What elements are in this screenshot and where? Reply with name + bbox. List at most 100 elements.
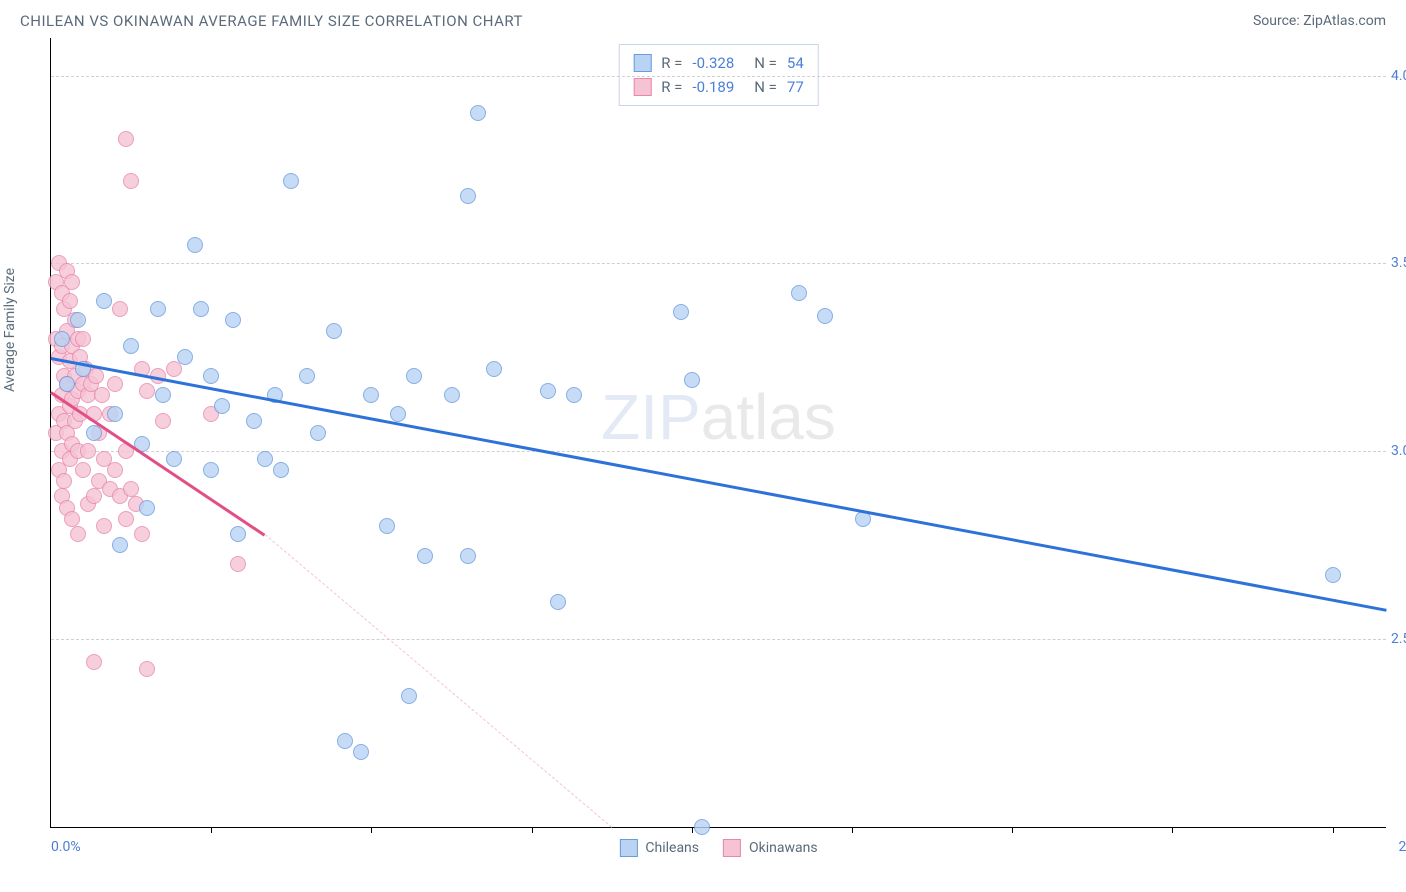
x-tick [1333,827,1334,833]
data-point-chileans [540,383,556,399]
data-point-chileans [86,425,102,441]
data-point-okinawans [123,481,139,497]
stat-r-okinawans: -0.189 [692,75,734,99]
data-point-chileans [550,594,566,610]
data-point-chileans [694,819,710,835]
y-axis-label: Average Family Size [2,268,18,392]
data-point-chileans [310,425,326,441]
data-point-okinawans [70,526,86,542]
legend-label-okinawans: Okinawans [749,840,818,856]
data-point-chileans [257,451,273,467]
legend-swatch-okinawans [723,839,741,857]
data-point-okinawans [118,511,134,527]
x-min-label: 0.0% [51,839,81,855]
data-point-okinawans [86,488,102,504]
swatch-chileans [633,54,651,72]
data-point-chileans [107,406,123,422]
data-point-okinawans [62,293,78,309]
legend-item-okinawans[interactable]: Okinawans [723,839,818,857]
header: CHILEAN VS OKINAWAN AVERAGE FAMILY SIZE … [0,0,1406,38]
data-point-okinawans [75,462,91,478]
data-point-chileans [246,413,262,429]
data-point-chileans [337,733,353,749]
data-point-okinawans [139,661,155,677]
data-point-okinawans [80,443,96,459]
data-point-chileans [273,462,289,478]
data-point-chileans [406,368,422,384]
data-point-chileans [187,237,203,253]
data-point-chileans [112,537,128,553]
trend-line-extrapolated [264,534,612,828]
watermark: ZIPatlas [601,380,836,454]
x-max-label: 25.0% [1398,839,1406,855]
data-point-okinawans [230,556,246,572]
data-point-chileans [353,744,369,760]
stats-row-chileans: R =-0.328N =54 [633,51,804,75]
gridline [51,263,1386,264]
data-point-okinawans [139,383,155,399]
data-point-okinawans [64,274,80,290]
data-point-okinawans [96,518,112,534]
gridline [51,76,1386,77]
stat-n-chileans: 54 [787,51,804,75]
data-point-chileans [401,688,417,704]
y-tick-label: 2.50 [1391,631,1406,647]
data-point-okinawans [75,331,91,347]
data-point-chileans [150,301,166,317]
data-point-chileans [70,312,86,328]
data-point-chileans [203,368,219,384]
data-point-chileans [139,500,155,516]
x-tick [692,827,693,833]
data-point-chileans [470,105,486,121]
data-point-chileans [59,376,75,392]
data-point-chileans [390,406,406,422]
data-point-okinawans [86,654,102,670]
data-point-chileans [460,188,476,204]
stat-n-okinawans: 77 [787,75,804,99]
x-tick [852,827,853,833]
data-point-chileans [193,301,209,317]
source-label: Source: ZipAtlas.com [1253,13,1386,29]
data-point-chileans [230,526,246,542]
y-tick-label: 3.00 [1391,443,1406,459]
data-point-okinawans [112,301,128,317]
data-point-chileans [444,387,460,403]
data-point-chileans [486,361,502,377]
data-point-chileans [177,349,193,365]
data-point-chileans [96,293,112,309]
swatch-okinawans [633,78,651,96]
data-point-okinawans [123,173,139,189]
data-point-chileans [379,518,395,534]
data-point-chileans [166,451,182,467]
data-point-chileans [54,331,70,347]
data-point-chileans [283,173,299,189]
legend-swatch-chileans [619,839,637,857]
data-point-okinawans [107,462,123,478]
chart-title: CHILEAN VS OKINAWAN AVERAGE FAMILY SIZE … [20,12,523,30]
data-point-chileans [566,387,582,403]
stats-row-okinawans: R =-0.189N =77 [633,75,804,99]
data-point-chileans [417,548,433,564]
data-point-okinawans [107,376,123,392]
data-point-chileans [791,285,807,301]
legend: Chileans Okinawans [619,839,817,857]
gridline [51,639,1386,640]
data-point-chileans [673,304,689,320]
data-point-chileans [1325,567,1341,583]
data-point-chileans [460,548,476,564]
data-point-chileans [123,338,139,354]
data-point-okinawans [118,131,134,147]
y-tick-label: 4.00 [1391,68,1406,84]
legend-item-chileans[interactable]: Chileans [619,839,699,857]
y-tick-label: 3.50 [1391,255,1406,271]
data-point-okinawans [64,511,80,527]
data-point-okinawans [155,413,171,429]
data-point-okinawans [94,387,110,403]
data-point-chileans [155,387,171,403]
x-tick [532,827,533,833]
data-point-chileans [363,387,379,403]
data-point-chileans [326,323,342,339]
stat-r-chileans: -0.328 [692,51,734,75]
x-tick [211,827,212,833]
data-point-chileans [299,368,315,384]
